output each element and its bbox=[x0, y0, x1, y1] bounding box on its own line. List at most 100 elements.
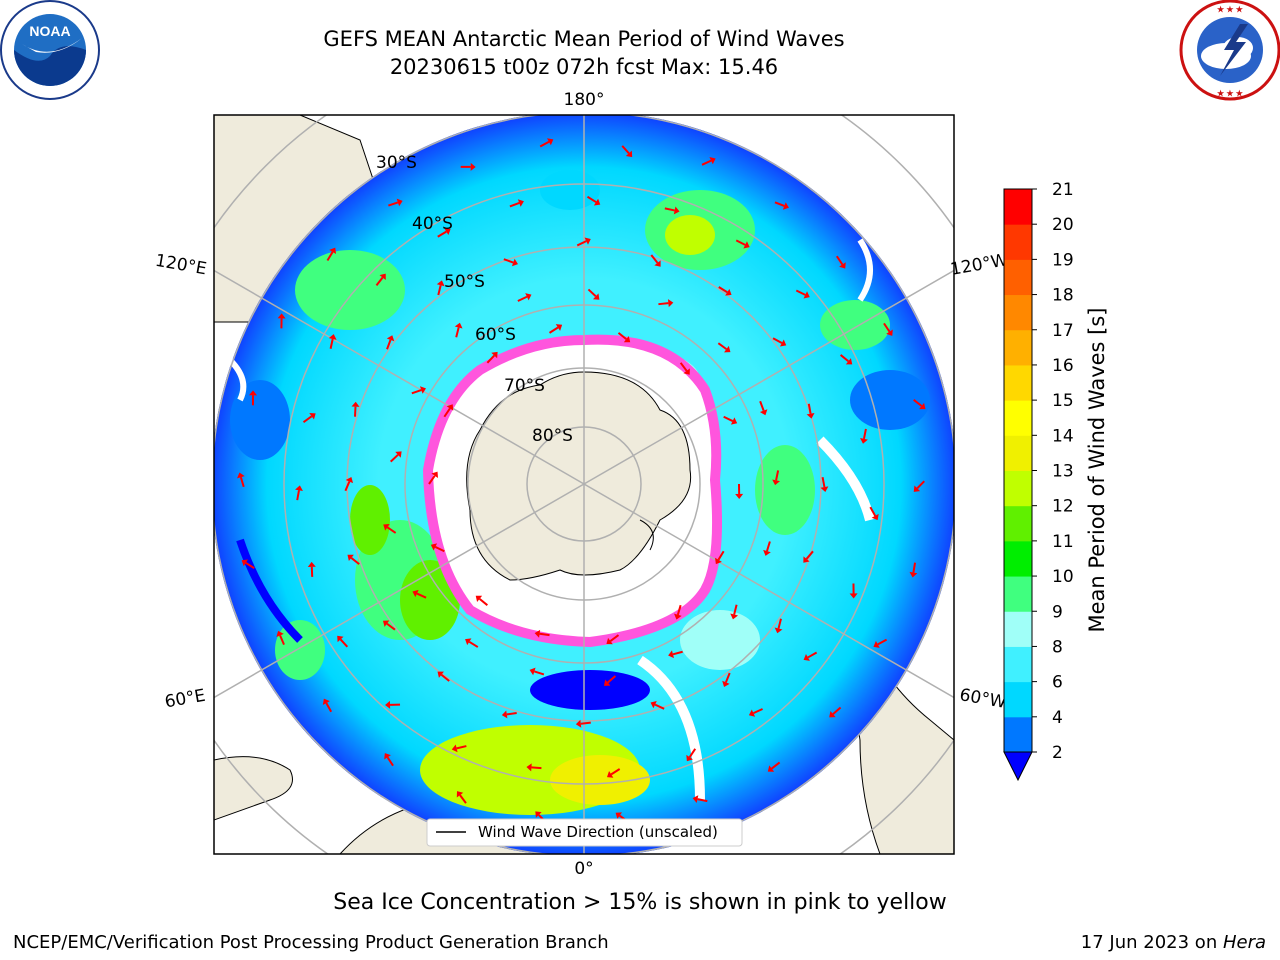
wave-direction-arrow bbox=[701, 157, 716, 166]
colorbar-tick-label: 6 bbox=[1052, 673, 1063, 693]
colorbar-swatch bbox=[1004, 294, 1032, 331]
wave-direction-arrow bbox=[529, 667, 545, 676]
wave-direction-arrow bbox=[509, 199, 524, 208]
footer-host: Hera bbox=[1222, 932, 1266, 953]
lat-label-60s: 60°S bbox=[475, 325, 516, 345]
lat-label-30s: 30°S bbox=[376, 153, 417, 173]
colorbar-swatch bbox=[1004, 611, 1032, 647]
footer-timestamp: 17 Jun 2023 on Hera bbox=[1081, 932, 1266, 953]
colorbar-tick-label: 11 bbox=[1052, 532, 1074, 552]
colorbar-tick-label: 18 bbox=[1052, 286, 1074, 306]
wave-direction-arrow bbox=[302, 413, 316, 423]
colorbar-tick-label: 20 bbox=[1052, 215, 1074, 235]
wave-direction-arrow bbox=[772, 337, 787, 347]
wave-direction-arrow bbox=[475, 595, 488, 606]
wave-direction-arrow bbox=[803, 550, 814, 563]
wave-direction-arrow bbox=[307, 561, 316, 577]
wave-direction-arrow bbox=[664, 206, 680, 215]
wave-direction-arrow bbox=[517, 293, 532, 302]
colorbar-swatch bbox=[1004, 364, 1032, 401]
colorbar-tick-label: 4 bbox=[1052, 708, 1063, 728]
wave-direction-arrow bbox=[539, 138, 554, 148]
wave-direction-arrow bbox=[715, 550, 725, 565]
wave-direction-arrow bbox=[437, 671, 450, 682]
colorbar-swatch bbox=[1004, 540, 1032, 577]
colorbar-tick-label: 13 bbox=[1052, 462, 1074, 482]
wave-direction-arrow bbox=[650, 700, 665, 710]
wave-direction-arrow bbox=[772, 470, 781, 486]
wave-direction-arrow bbox=[241, 559, 255, 570]
wave-direction-arrow bbox=[326, 247, 337, 261]
wave-direction-arrow bbox=[383, 524, 397, 534]
wave-direction-arrow bbox=[503, 258, 518, 267]
wave-direction-arrow bbox=[351, 401, 360, 417]
wave-direction-arrow bbox=[576, 237, 591, 247]
sea-ice-note: Sea Ice Concentration > 15% is shown in … bbox=[333, 890, 947, 915]
footer-credit: NCEP/EMC/Verification Post Processing Pr… bbox=[13, 932, 609, 953]
wave-direction-arrow bbox=[237, 472, 245, 488]
wave-direction-arrow bbox=[337, 635, 349, 648]
wave-direction-arrow bbox=[575, 719, 591, 728]
wave-direction-arrow bbox=[650, 254, 661, 267]
wave-direction-arrow bbox=[839, 354, 853, 365]
colorbar-tick-label: 8 bbox=[1052, 637, 1063, 657]
wave-direction-arrow bbox=[248, 390, 257, 406]
wave-direction-arrow bbox=[604, 675, 617, 686]
colorbar-swatch bbox=[1004, 400, 1032, 436]
wave-direction-arrow bbox=[759, 400, 768, 416]
wave-direction-arrow bbox=[526, 763, 542, 772]
wave-direction-arrow bbox=[276, 630, 285, 646]
map-panel: 30°S 40°S 50°S 60°S 70°S 80°S Wind Wave … bbox=[214, 115, 954, 854]
colorbar-tick-label: 15 bbox=[1052, 391, 1074, 411]
wave-direction-arrow bbox=[913, 399, 926, 410]
colorbar-tick-label: 10 bbox=[1052, 567, 1074, 587]
colorbar-tick-label: 16 bbox=[1052, 356, 1074, 376]
wave-direction-arrow bbox=[295, 485, 303, 501]
wave-direction-arrow bbox=[679, 362, 690, 375]
wave-direction-arrow bbox=[328, 334, 337, 349]
wave-direction-arrow bbox=[674, 604, 682, 620]
wave-direction-arrow bbox=[686, 748, 697, 762]
colorbar-swatch bbox=[1004, 505, 1032, 542]
nws-logo: ★ ★ ★ ★ ★ ★ bbox=[1179, 0, 1280, 101]
wave-direction-arrow bbox=[443, 404, 454, 418]
wave-direction-arrow bbox=[774, 618, 783, 634]
lon-label-0: 0° bbox=[574, 859, 593, 879]
colorbar-swatch bbox=[1004, 681, 1032, 718]
wave-direction-arrow bbox=[347, 554, 360, 565]
wave-direction-arrow bbox=[658, 299, 674, 308]
wave-direction-arrow bbox=[617, 332, 631, 343]
wave-direction-arrow bbox=[382, 620, 396, 631]
chart-subtitle-forecast: 20230615 t00z 072h fcst Max: 15.46 bbox=[389, 55, 779, 79]
wave-direction-arrow bbox=[692, 795, 708, 804]
wave-direction-arrow bbox=[621, 145, 633, 158]
wave-direction-arrow bbox=[795, 289, 810, 299]
footer-date: 17 Jun 2023 on bbox=[1080, 932, 1223, 953]
colorbar-tick-label: 19 bbox=[1052, 250, 1074, 270]
wave-direction-arrow bbox=[390, 451, 402, 463]
colorbar-under-triangle bbox=[1003, 751, 1033, 782]
wave-direction-arrow bbox=[465, 638, 479, 648]
map-legend: Wind Wave Direction (unscaled) bbox=[426, 818, 743, 847]
wave-direction-arrow bbox=[849, 583, 858, 599]
wave-direction-arrow bbox=[344, 476, 354, 492]
wave-direction-arrow bbox=[460, 162, 476, 171]
wave-direction-arrow bbox=[385, 700, 401, 709]
colorbar-tick-label: 2 bbox=[1052, 743, 1063, 763]
wave-direction-arrow bbox=[586, 195, 601, 206]
wave-direction-arrow bbox=[718, 286, 732, 296]
wave-direction-arrow bbox=[411, 386, 426, 395]
wave-direction-arrow bbox=[606, 768, 621, 778]
colorbar-tick-label: 9 bbox=[1052, 602, 1063, 622]
wave-direction-arrow bbox=[748, 708, 763, 717]
chart-title: GEFS MEAN Antarctic Mean Period of Wind … bbox=[323, 27, 845, 51]
wave-direction-arrow bbox=[717, 342, 731, 353]
wave-direction-arrow bbox=[430, 543, 445, 553]
colorbar-swatch bbox=[1004, 470, 1032, 507]
wave-direction-arrow bbox=[735, 483, 744, 499]
wave-direction-arrow bbox=[548, 324, 563, 334]
wave-direction-arrow bbox=[806, 403, 815, 419]
wave-direction-arrow bbox=[428, 471, 438, 485]
colorbar-swatch bbox=[1004, 646, 1032, 683]
colorbar-tick-label: 12 bbox=[1052, 497, 1074, 517]
